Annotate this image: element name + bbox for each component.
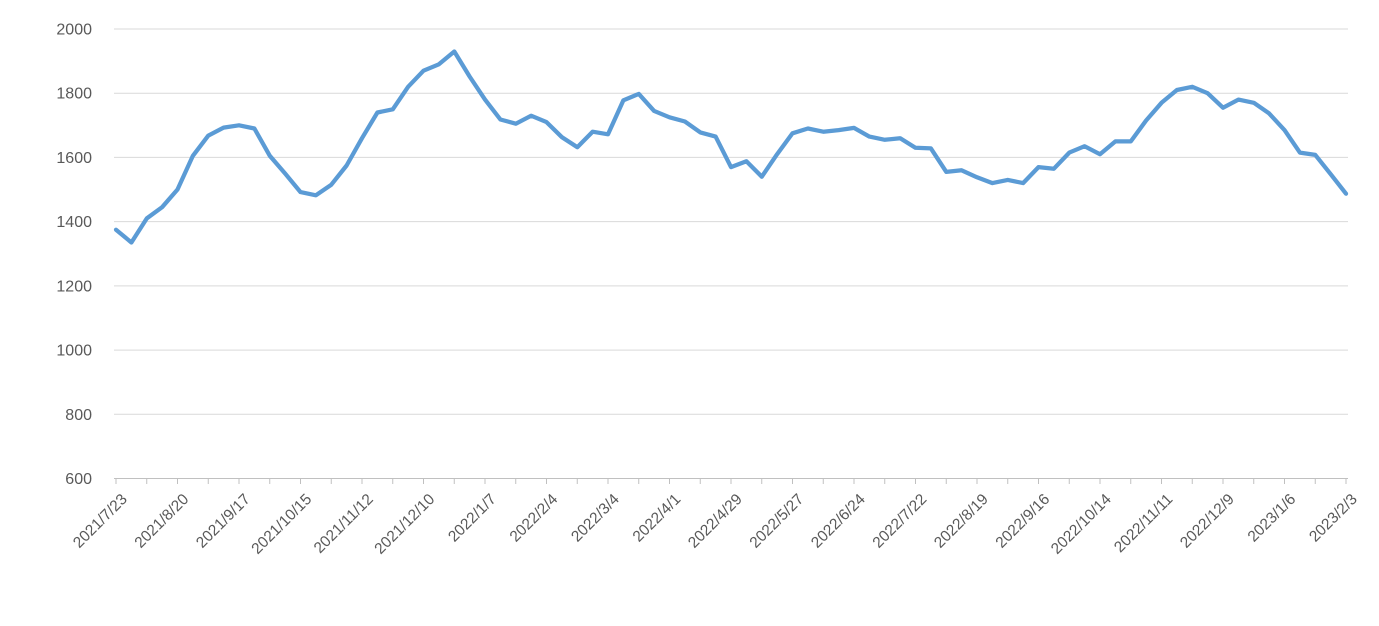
x-tick-label: 2023/1/6 — [1245, 491, 1300, 546]
y-tick-label: 600 — [65, 471, 92, 488]
x-tick-label: 2022/1/7 — [445, 491, 500, 546]
x-tick-label: 2022/6/24 — [808, 491, 869, 552]
x-tick-label: 2022/5/27 — [747, 491, 808, 552]
x-tick-label: 2022/8/19 — [931, 491, 992, 552]
y-tick-label: 800 — [65, 407, 92, 424]
x-tick-label: 2021/8/20 — [132, 491, 193, 552]
x-tick-label: 2021/7/23 — [70, 491, 131, 552]
x-tick-label: 2021/10/15 — [248, 491, 315, 558]
y-tick-label: 1800 — [56, 86, 92, 103]
x-tick-label: 2022/11/11 — [1111, 491, 1176, 556]
x-tick-label: 2022/2/4 — [507, 491, 562, 546]
x-tick-label: 2021/9/17 — [193, 491, 254, 552]
x-tick-label: 2022/10/14 — [1048, 491, 1115, 558]
y-tick-label: 1200 — [56, 278, 92, 295]
y-tick-label: 1000 — [56, 343, 92, 360]
y-tick-label: 1600 — [56, 150, 92, 167]
x-tick-label: 2022/3/4 — [568, 491, 623, 546]
gridlines — [114, 28, 1348, 479]
x-tick-label: 2022/9/16 — [993, 491, 1054, 552]
y-axis-labels: 600 800 1000 1200 1400 1600 1800 2000 — [56, 22, 92, 489]
x-tick-label: 2022/4/29 — [685, 491, 746, 552]
series-line — [113, 49, 1349, 245]
x-tick-label: 2023/2/3 — [1306, 491, 1361, 546]
y-tick-label: 2000 — [56, 22, 92, 39]
x-tick-label: 2021/12/10 — [371, 491, 438, 558]
x-tick-label: 2021/11/12 — [311, 491, 377, 557]
x-tick-label: 2022/4/1 — [630, 491, 685, 546]
x-tick-label: 2022/7/22 — [870, 491, 931, 552]
y-tick-label: 1400 — [56, 214, 92, 231]
x-tick-label: 2022/12/9 — [1177, 491, 1238, 552]
x-axis — [115, 478, 1347, 484]
x-axis-labels: 2021/7/23 2021/8/20 2021/9/172021/10/15202… — [70, 491, 1361, 558]
